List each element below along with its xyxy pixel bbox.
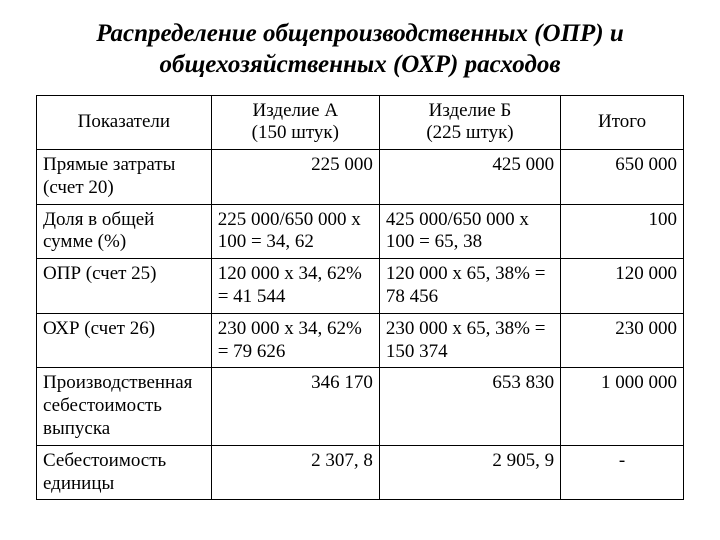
cell-total: 120 000 — [561, 259, 684, 314]
cell-total: 100 — [561, 204, 684, 259]
cell-product-b: 120 000 х 65, 38% = 78 456 — [379, 259, 560, 314]
row-label: ОПР (счет 25) — [37, 259, 212, 314]
cell-product-a: 120 000 х 34, 62% = 41 544 — [211, 259, 379, 314]
row-label: Доля в общей сумме (%) — [37, 204, 212, 259]
cell-product-a: 230 000 х 34, 62% = 79 626 — [211, 313, 379, 368]
cell-product-a: 2 307, 8 — [211, 445, 379, 500]
col-product-a-qty: (150 штук) — [252, 122, 339, 143]
cell-product-a: 225 000/650 000 х 100 = 34, 62 — [211, 204, 379, 259]
cell-product-b: 230 000 х 65, 38% = 150 374 — [379, 313, 560, 368]
col-total: Итого — [561, 95, 684, 150]
cell-total: 650 000 — [561, 150, 684, 205]
cell-product-b: 653 830 — [379, 368, 560, 445]
col-product-b-qty: (225 штук) — [426, 122, 513, 143]
row-label: Производственная себестоимость выпуска — [37, 368, 212, 445]
table-row: Доля в общей сумме (%)225 000/650 000 х … — [37, 204, 684, 259]
col-product-a: Изделие А (150 штук) — [211, 95, 379, 150]
cell-product-a: 346 170 — [211, 368, 379, 445]
cell-product-a: 225 000 — [211, 150, 379, 205]
cell-total: 1 000 000 — [561, 368, 684, 445]
col-indicator: Показатели — [37, 95, 212, 150]
table-header-row: Показатели Изделие А (150 штук) Изделие … — [37, 95, 684, 150]
table-row: ОПР (счет 25)120 000 х 34, 62% = 41 5441… — [37, 259, 684, 314]
cell-total: 230 000 — [561, 313, 684, 368]
table-row: Прямые затраты (счет 20)225 000425 00065… — [37, 150, 684, 205]
cell-product-b: 2 905, 9 — [379, 445, 560, 500]
col-product-b-name: Изделие Б — [429, 100, 512, 121]
row-label: ОХР (счет 26) — [37, 313, 212, 368]
cell-product-b: 425 000/650 000 х 100 = 65, 38 — [379, 204, 560, 259]
row-label: Себестоимость единицы — [37, 445, 212, 500]
cell-total: - — [561, 445, 684, 500]
col-product-a-name: Изделие А — [253, 100, 339, 121]
table-row: Производственная себестоимость выпуска34… — [37, 368, 684, 445]
page-title: Распределение общепроизводственных (ОПР)… — [36, 18, 684, 81]
table-row: ОХР (счет 26)230 000 х 34, 62% = 79 6262… — [37, 313, 684, 368]
table-row: Себестоимость единицы2 307, 82 905, 9- — [37, 445, 684, 500]
row-label: Прямые затраты (счет 20) — [37, 150, 212, 205]
cell-product-b: 425 000 — [379, 150, 560, 205]
col-product-b: Изделие Б (225 штук) — [379, 95, 560, 150]
cost-table: Показатели Изделие А (150 штук) Изделие … — [36, 95, 684, 501]
